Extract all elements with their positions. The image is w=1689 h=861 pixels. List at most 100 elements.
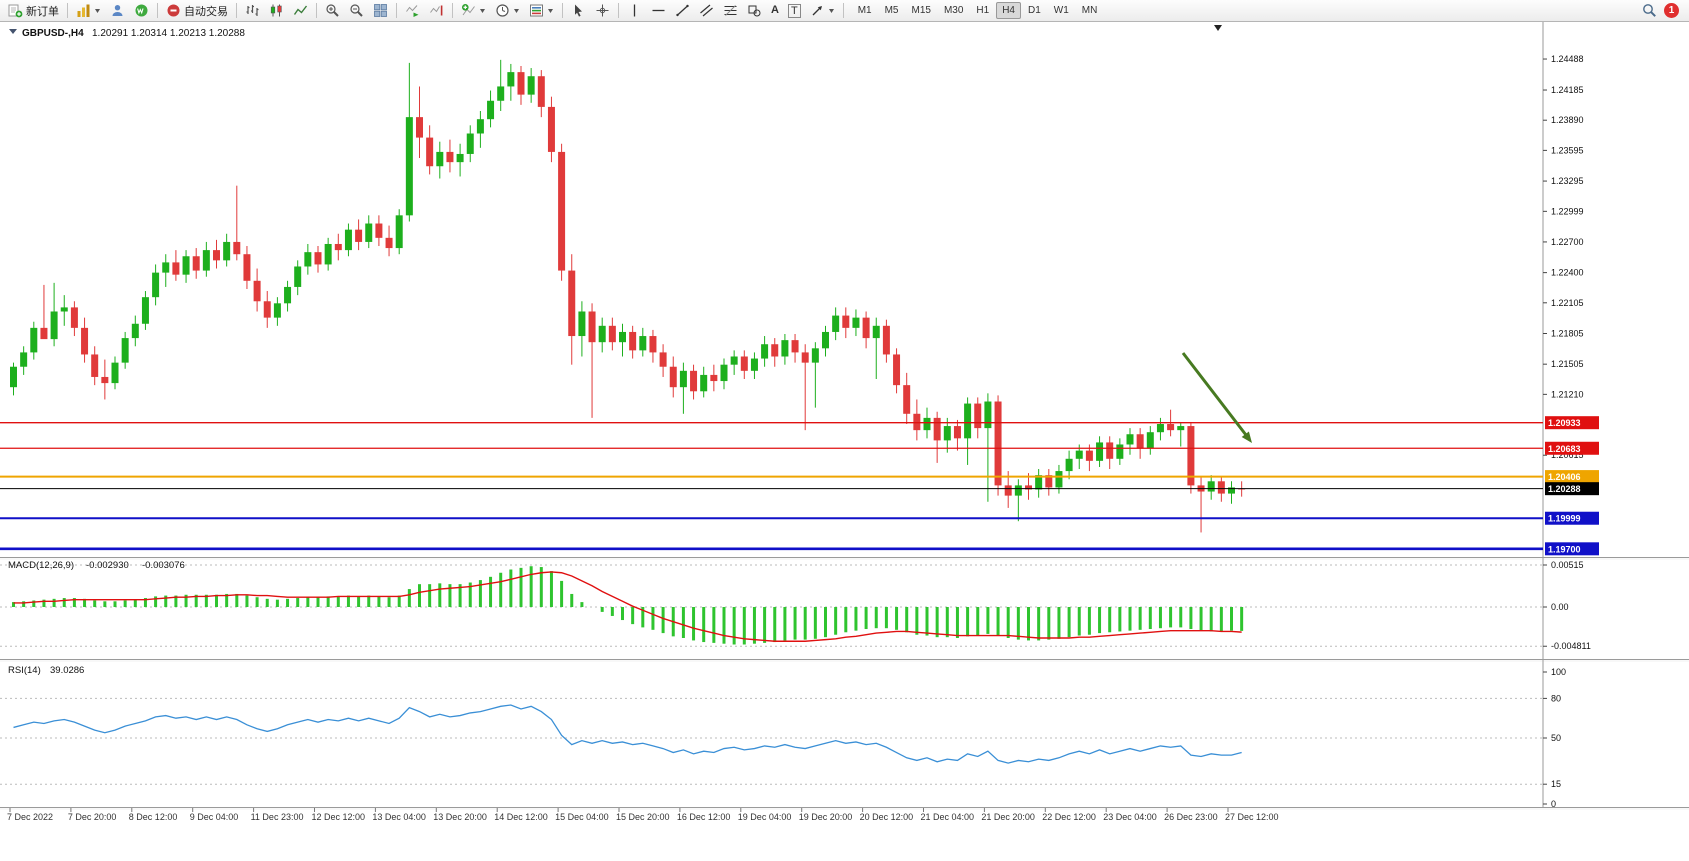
templates-button[interactable] — [525, 1, 558, 21]
chart-ohlc-values: 1.20291 1.20314 1.20213 1.20288 — [92, 28, 245, 39]
candlestick-chart-button[interactable] — [265, 1, 288, 21]
toolbar-separator — [452, 3, 453, 18]
zoom-out-button[interactable] — [345, 1, 368, 21]
svg-text:19 Dec 04:00: 19 Dec 04:00 — [738, 812, 792, 822]
trend-arrow[interactable] — [1181, 352, 1252, 443]
toolbar-separator — [618, 3, 619, 18]
macd-main-value: -0.002930 — [86, 560, 129, 571]
zoom-in-button[interactable] — [321, 1, 344, 21]
timeframe-m30[interactable]: M30 — [938, 2, 969, 19]
timeframe-mn[interactable]: MN — [1076, 2, 1104, 19]
symbol-dropdown-icon[interactable] — [9, 29, 17, 34]
profiles-button[interactable] — [106, 1, 129, 21]
timeframe-m1[interactable]: M1 — [852, 2, 878, 19]
horizontal-levels[interactable]: 1.20933 1.20683 1.20406 1.20288 1.19999 1.197… — [0, 416, 1599, 556]
cursor-button[interactable] — [567, 1, 590, 21]
svg-text:9 Dec 04:00: 9 Dec 04:00 — [190, 812, 239, 822]
svg-text:20 Dec 12:00: 20 Dec 12:00 — [860, 812, 914, 822]
macd-signal-value: -0.003076 — [142, 560, 185, 571]
svg-text:0: 0 — [1551, 799, 1556, 809]
svg-text:11 Dec 23:00: 11 Dec 23:00 — [251, 812, 304, 822]
search-icon[interactable] — [1642, 3, 1657, 18]
svg-text:13 Dec 04:00: 13 Dec 04:00 — [372, 812, 426, 822]
macd-label: MACD(12,26,9) — [8, 560, 74, 571]
label-tool-button[interactable]: T — [784, 1, 805, 21]
add-indicator-icon — [462, 4, 475, 16]
notification-badge[interactable]: 1 — [1664, 3, 1679, 18]
svg-text:1.20406: 1.20406 — [1548, 472, 1581, 482]
text-tool-button[interactable]: A — [767, 1, 783, 21]
auto-scroll-button[interactable] — [401, 1, 424, 21]
svg-text:1.20615: 1.20615 — [1551, 450, 1584, 460]
periods-button[interactable] — [491, 1, 524, 21]
svg-text:1.19999: 1.19999 — [1548, 514, 1581, 524]
timeframe-w1[interactable]: W1 — [1048, 2, 1075, 19]
equidistant-channel-icon — [700, 4, 713, 17]
svg-text:15 Dec 20:00: 15 Dec 20:00 — [616, 812, 670, 822]
bar-chart-button[interactable] — [241, 1, 264, 21]
community-globe-icon — [135, 4, 148, 17]
line-chart-button[interactable] — [289, 1, 312, 21]
algo-trading-button[interactable]: 自动交易 — [162, 1, 232, 21]
svg-text:1.21210: 1.21210 — [1551, 389, 1584, 399]
vertical-line-button[interactable] — [623, 1, 646, 21]
crosshair-button[interactable] — [591, 1, 614, 21]
svg-text:16 Dec 12:00: 16 Dec 12:00 — [677, 812, 731, 822]
toolbar-separator — [842, 3, 844, 18]
timeframe-m5[interactable]: M5 — [879, 2, 905, 19]
svg-text:50: 50 — [1551, 733, 1561, 743]
svg-text:12 Dec 12:00: 12 Dec 12:00 — [312, 812, 366, 822]
arrows-tool-button[interactable] — [806, 1, 839, 21]
bar-chart-icon — [246, 5, 259, 16]
timeframe-d1[interactable]: D1 — [1022, 2, 1047, 19]
trendline-icon — [676, 4, 689, 17]
svg-text:7 Dec 2022: 7 Dec 2022 — [7, 812, 53, 822]
rsi-panel: 100 80 50 15 0 — [0, 667, 1566, 809]
new-order-button[interactable]: 新订单 — [4, 1, 63, 21]
chevron-down-icon — [514, 9, 519, 13]
timeframe-h4[interactable]: H4 — [996, 2, 1021, 19]
macd-panel: 0.00515 0.00 -0.004811 — [0, 560, 1591, 651]
horizontal-line-icon — [652, 9, 665, 12]
timeframe-m15[interactable]: M15 — [906, 2, 937, 19]
channel-button[interactable] — [695, 1, 718, 21]
svg-text:1.24488: 1.24488 — [1551, 54, 1584, 64]
profile-icon — [112, 5, 123, 16]
trendline-button[interactable] — [671, 1, 694, 21]
svg-text:21 Dec 20:00: 21 Dec 20:00 — [981, 812, 1035, 822]
chart-window[interactable]: 1.24488 1.24185 1.23890 1.23595 1.23295 1.229… — [0, 22, 1689, 861]
svg-text:19 Dec 20:00: 19 Dec 20:00 — [799, 812, 853, 822]
chart-shift-marker[interactable] — [1214, 25, 1222, 31]
tile-windows-button[interactable] — [369, 1, 392, 21]
community-button[interactable] — [130, 1, 153, 21]
shapes-button[interactable] — [743, 1, 766, 21]
algo-trading-label: 自动交易 — [184, 5, 228, 18]
svg-text:1.24185: 1.24185 — [1551, 85, 1584, 95]
rsi-label: RSI(14) — [8, 665, 41, 676]
timeframe-h1[interactable]: H1 — [970, 2, 995, 19]
time-axis[interactable]: 7 Dec 2022 7 Dec 20:00 8 Dec 12:00 9 Dec 04… — [7, 808, 1279, 822]
chart-shift-button[interactable] — [425, 1, 448, 21]
chart-canvas[interactable]: 1.24488 1.24185 1.23890 1.23595 1.23295 1.229… — [0, 22, 1689, 861]
svg-text:1.20683: 1.20683 — [1548, 444, 1581, 454]
svg-text:-0.004811: -0.004811 — [1551, 641, 1591, 651]
svg-text:1.20933: 1.20933 — [1548, 418, 1581, 428]
zoom-out-icon — [350, 4, 363, 17]
svg-text:0.00: 0.00 — [1551, 602, 1569, 612]
svg-text:21 Dec 04:00: 21 Dec 04:00 — [921, 812, 975, 822]
new-order-label: 新订单 — [26, 5, 59, 18]
svg-text:15 Dec 04:00: 15 Dec 04:00 — [555, 812, 609, 822]
auto-scroll-icon — [406, 5, 419, 17]
fibonacci-button[interactable] — [719, 1, 742, 21]
chart-shift-icon — [430, 5, 443, 16]
svg-text:8 Dec 12:00: 8 Dec 12:00 — [129, 812, 178, 822]
algo-trading-icon — [167, 4, 180, 17]
svg-text:7 Dec 20:00: 7 Dec 20:00 — [68, 812, 117, 822]
svg-text:1.20288: 1.20288 — [1548, 484, 1581, 494]
new-chart-button[interactable] — [72, 1, 105, 21]
candlestick-chart-icon — [270, 4, 282, 17]
timeframe-group: M1 M5 M15 M30 H1 H4 D1 W1 MN — [852, 2, 1104, 19]
svg-text:27 Dec 12:00: 27 Dec 12:00 — [1225, 812, 1279, 822]
indicators-button[interactable] — [457, 1, 490, 21]
horizontal-line-button[interactable] — [647, 1, 670, 21]
